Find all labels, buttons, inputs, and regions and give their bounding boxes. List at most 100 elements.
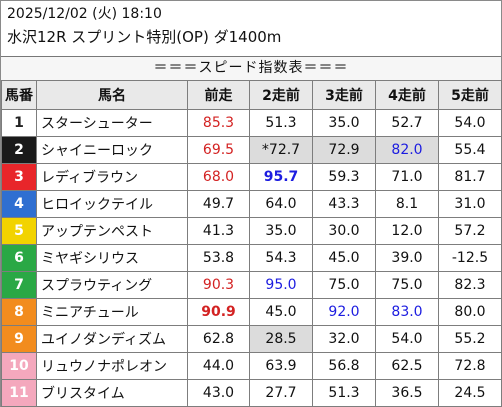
speed-index-cell: 8.1 bbox=[376, 191, 439, 218]
table-banner: ＝＝＝スピード指数表＝＝＝ bbox=[1, 56, 501, 81]
speed-index-cell: 32.0 bbox=[313, 326, 376, 353]
table-row: 4 ヒロイックテイル 49.7 64.0 43.3 8.1 31.0 bbox=[2, 191, 502, 218]
speed-index-cell: 62.8 bbox=[188, 326, 250, 353]
speed-index-cell: 90.3 bbox=[188, 272, 250, 299]
horse-number: 7 bbox=[2, 272, 37, 299]
speed-index-cell: 12.0 bbox=[376, 218, 439, 245]
horse-name: ミヤギシリウス bbox=[37, 245, 188, 272]
speed-index-cell: 95.7 bbox=[250, 164, 313, 191]
speed-index-cell: 95.0 bbox=[250, 272, 313, 299]
col-header-name: 馬名 bbox=[37, 81, 188, 110]
speed-index-cell: 82.0 bbox=[376, 137, 439, 164]
horse-number: 5 bbox=[2, 218, 37, 245]
horse-number: 8 bbox=[2, 299, 37, 326]
speed-index-cell: 27.7 bbox=[250, 380, 313, 407]
speed-index-cell: 52.7 bbox=[376, 110, 439, 137]
speed-index-cell: 75.0 bbox=[313, 272, 376, 299]
speed-index-cell: 59.3 bbox=[313, 164, 376, 191]
table-row: 2 シャイニーロック 69.5 *72.7 72.9 82.0 55.4 bbox=[2, 137, 502, 164]
speed-index-cell: 62.5 bbox=[376, 353, 439, 380]
speed-index-cell: 30.0 bbox=[313, 218, 376, 245]
speed-index-cell: 43.3 bbox=[313, 191, 376, 218]
horse-name: ブリスタイム bbox=[37, 380, 188, 407]
speed-index-cell: 57.2 bbox=[439, 218, 502, 245]
horse-number: 2 bbox=[2, 137, 37, 164]
speed-index-cell: 35.0 bbox=[313, 110, 376, 137]
speed-index-cell: 24.5 bbox=[439, 380, 502, 407]
speed-index-cell: 72.9 bbox=[313, 137, 376, 164]
col-header-3rd: 3走前 bbox=[313, 81, 376, 110]
horse-name: ミニアチュール bbox=[37, 299, 188, 326]
speed-index-cell: 85.3 bbox=[188, 110, 250, 137]
speed-index-cell: 53.8 bbox=[188, 245, 250, 272]
speed-index-cell: 82.3 bbox=[439, 272, 502, 299]
table-row: 6 ミヤギシリウス 53.8 54.3 45.0 39.0 -12.5 bbox=[2, 245, 502, 272]
speed-index-cell: 56.8 bbox=[313, 353, 376, 380]
speed-index-cell: 51.3 bbox=[313, 380, 376, 407]
speed-index-cell: 54.3 bbox=[250, 245, 313, 272]
speed-index-cell: 41.3 bbox=[188, 218, 250, 245]
speed-index-cell: 49.7 bbox=[188, 191, 250, 218]
speed-index-cell: 64.0 bbox=[250, 191, 313, 218]
table-row: 11 ブリスタイム 43.0 27.7 51.3 36.5 24.5 bbox=[2, 380, 502, 407]
horse-number: 11 bbox=[2, 380, 37, 407]
speed-index-cell: 36.5 bbox=[376, 380, 439, 407]
table-row: 9 ユイノダンディズム 62.8 28.5 32.0 54.0 55.2 bbox=[2, 326, 502, 353]
speed-index-cell: 54.0 bbox=[439, 110, 502, 137]
horse-number: 6 bbox=[2, 245, 37, 272]
table-row: 5 アップテンペスト 41.3 35.0 30.0 12.0 57.2 bbox=[2, 218, 502, 245]
speed-index-cell: 72.8 bbox=[439, 353, 502, 380]
speed-index-cell: 63.9 bbox=[250, 353, 313, 380]
table-row: 7 スプラウティング 90.3 95.0 75.0 75.0 82.3 bbox=[2, 272, 502, 299]
horse-name: レディブラウン bbox=[37, 164, 188, 191]
horse-name: ヒロイックテイル bbox=[37, 191, 188, 218]
horse-name: スプラウティング bbox=[37, 272, 188, 299]
speed-index-cell: 39.0 bbox=[376, 245, 439, 272]
speed-index-cell: 43.0 bbox=[188, 380, 250, 407]
table-row: 8 ミニアチュール 90.9 45.0 92.0 83.0 80.0 bbox=[2, 299, 502, 326]
table-row: 1 スターシューター 85.3 51.3 35.0 52.7 54.0 bbox=[2, 110, 502, 137]
speed-index-cell: -12.5 bbox=[439, 245, 502, 272]
speed-index-cell: 69.5 bbox=[188, 137, 250, 164]
speed-index-cell: 71.0 bbox=[376, 164, 439, 191]
horse-number: 3 bbox=[2, 164, 37, 191]
race-datetime: 2025/12/02 (火) 18:10 bbox=[7, 5, 162, 23]
speed-index-cell: *72.7 bbox=[250, 137, 313, 164]
speed-index-cell: 31.0 bbox=[439, 191, 502, 218]
speed-index-cell: 80.0 bbox=[439, 299, 502, 326]
speed-index-cell: 28.5 bbox=[250, 326, 313, 353]
table-header-row: 馬番 馬名 前走 2走前 3走前 4走前 5走前 bbox=[2, 81, 502, 110]
speed-index-cell: 45.0 bbox=[313, 245, 376, 272]
col-header-number: 馬番 bbox=[2, 81, 37, 110]
horse-name: アップテンペスト bbox=[37, 218, 188, 245]
speed-index-cell: 81.7 bbox=[439, 164, 502, 191]
col-header-5th: 5走前 bbox=[439, 81, 502, 110]
horse-name: ユイノダンディズム bbox=[37, 326, 188, 353]
horse-number: 1 bbox=[2, 110, 37, 137]
speed-index-cell: 92.0 bbox=[313, 299, 376, 326]
speed-index-cell: 45.0 bbox=[250, 299, 313, 326]
horse-name: リュウノナポレオン bbox=[37, 353, 188, 380]
speed-index-table: 馬番 馬名 前走 2走前 3走前 4走前 5走前 1 スターシューター 85.3… bbox=[1, 80, 502, 407]
speed-index-cell: 44.0 bbox=[188, 353, 250, 380]
speed-index-cell: 83.0 bbox=[376, 299, 439, 326]
speed-index-cell: 68.0 bbox=[188, 164, 250, 191]
speed-index-cell: 55.4 bbox=[439, 137, 502, 164]
speed-index-cell: 55.2 bbox=[439, 326, 502, 353]
speed-index-cell: 54.0 bbox=[376, 326, 439, 353]
race-title: 水沢12R スプリント特別(OP) ダ1400m bbox=[7, 27, 281, 47]
col-header-last: 前走 bbox=[188, 81, 250, 110]
horse-number: 10 bbox=[2, 353, 37, 380]
speed-index-cell: 51.3 bbox=[250, 110, 313, 137]
speed-index-cell: 35.0 bbox=[250, 218, 313, 245]
horse-name: スターシューター bbox=[37, 110, 188, 137]
horse-number: 4 bbox=[2, 191, 37, 218]
col-header-4th: 4走前 bbox=[376, 81, 439, 110]
horse-name: シャイニーロック bbox=[37, 137, 188, 164]
table-row: 3 レディブラウン 68.0 95.7 59.3 71.0 81.7 bbox=[2, 164, 502, 191]
col-header-2nd: 2走前 bbox=[250, 81, 313, 110]
table-row: 10 リュウノナポレオン 44.0 63.9 56.8 62.5 72.8 bbox=[2, 353, 502, 380]
horse-number: 9 bbox=[2, 326, 37, 353]
speed-index-cell: 90.9 bbox=[188, 299, 250, 326]
